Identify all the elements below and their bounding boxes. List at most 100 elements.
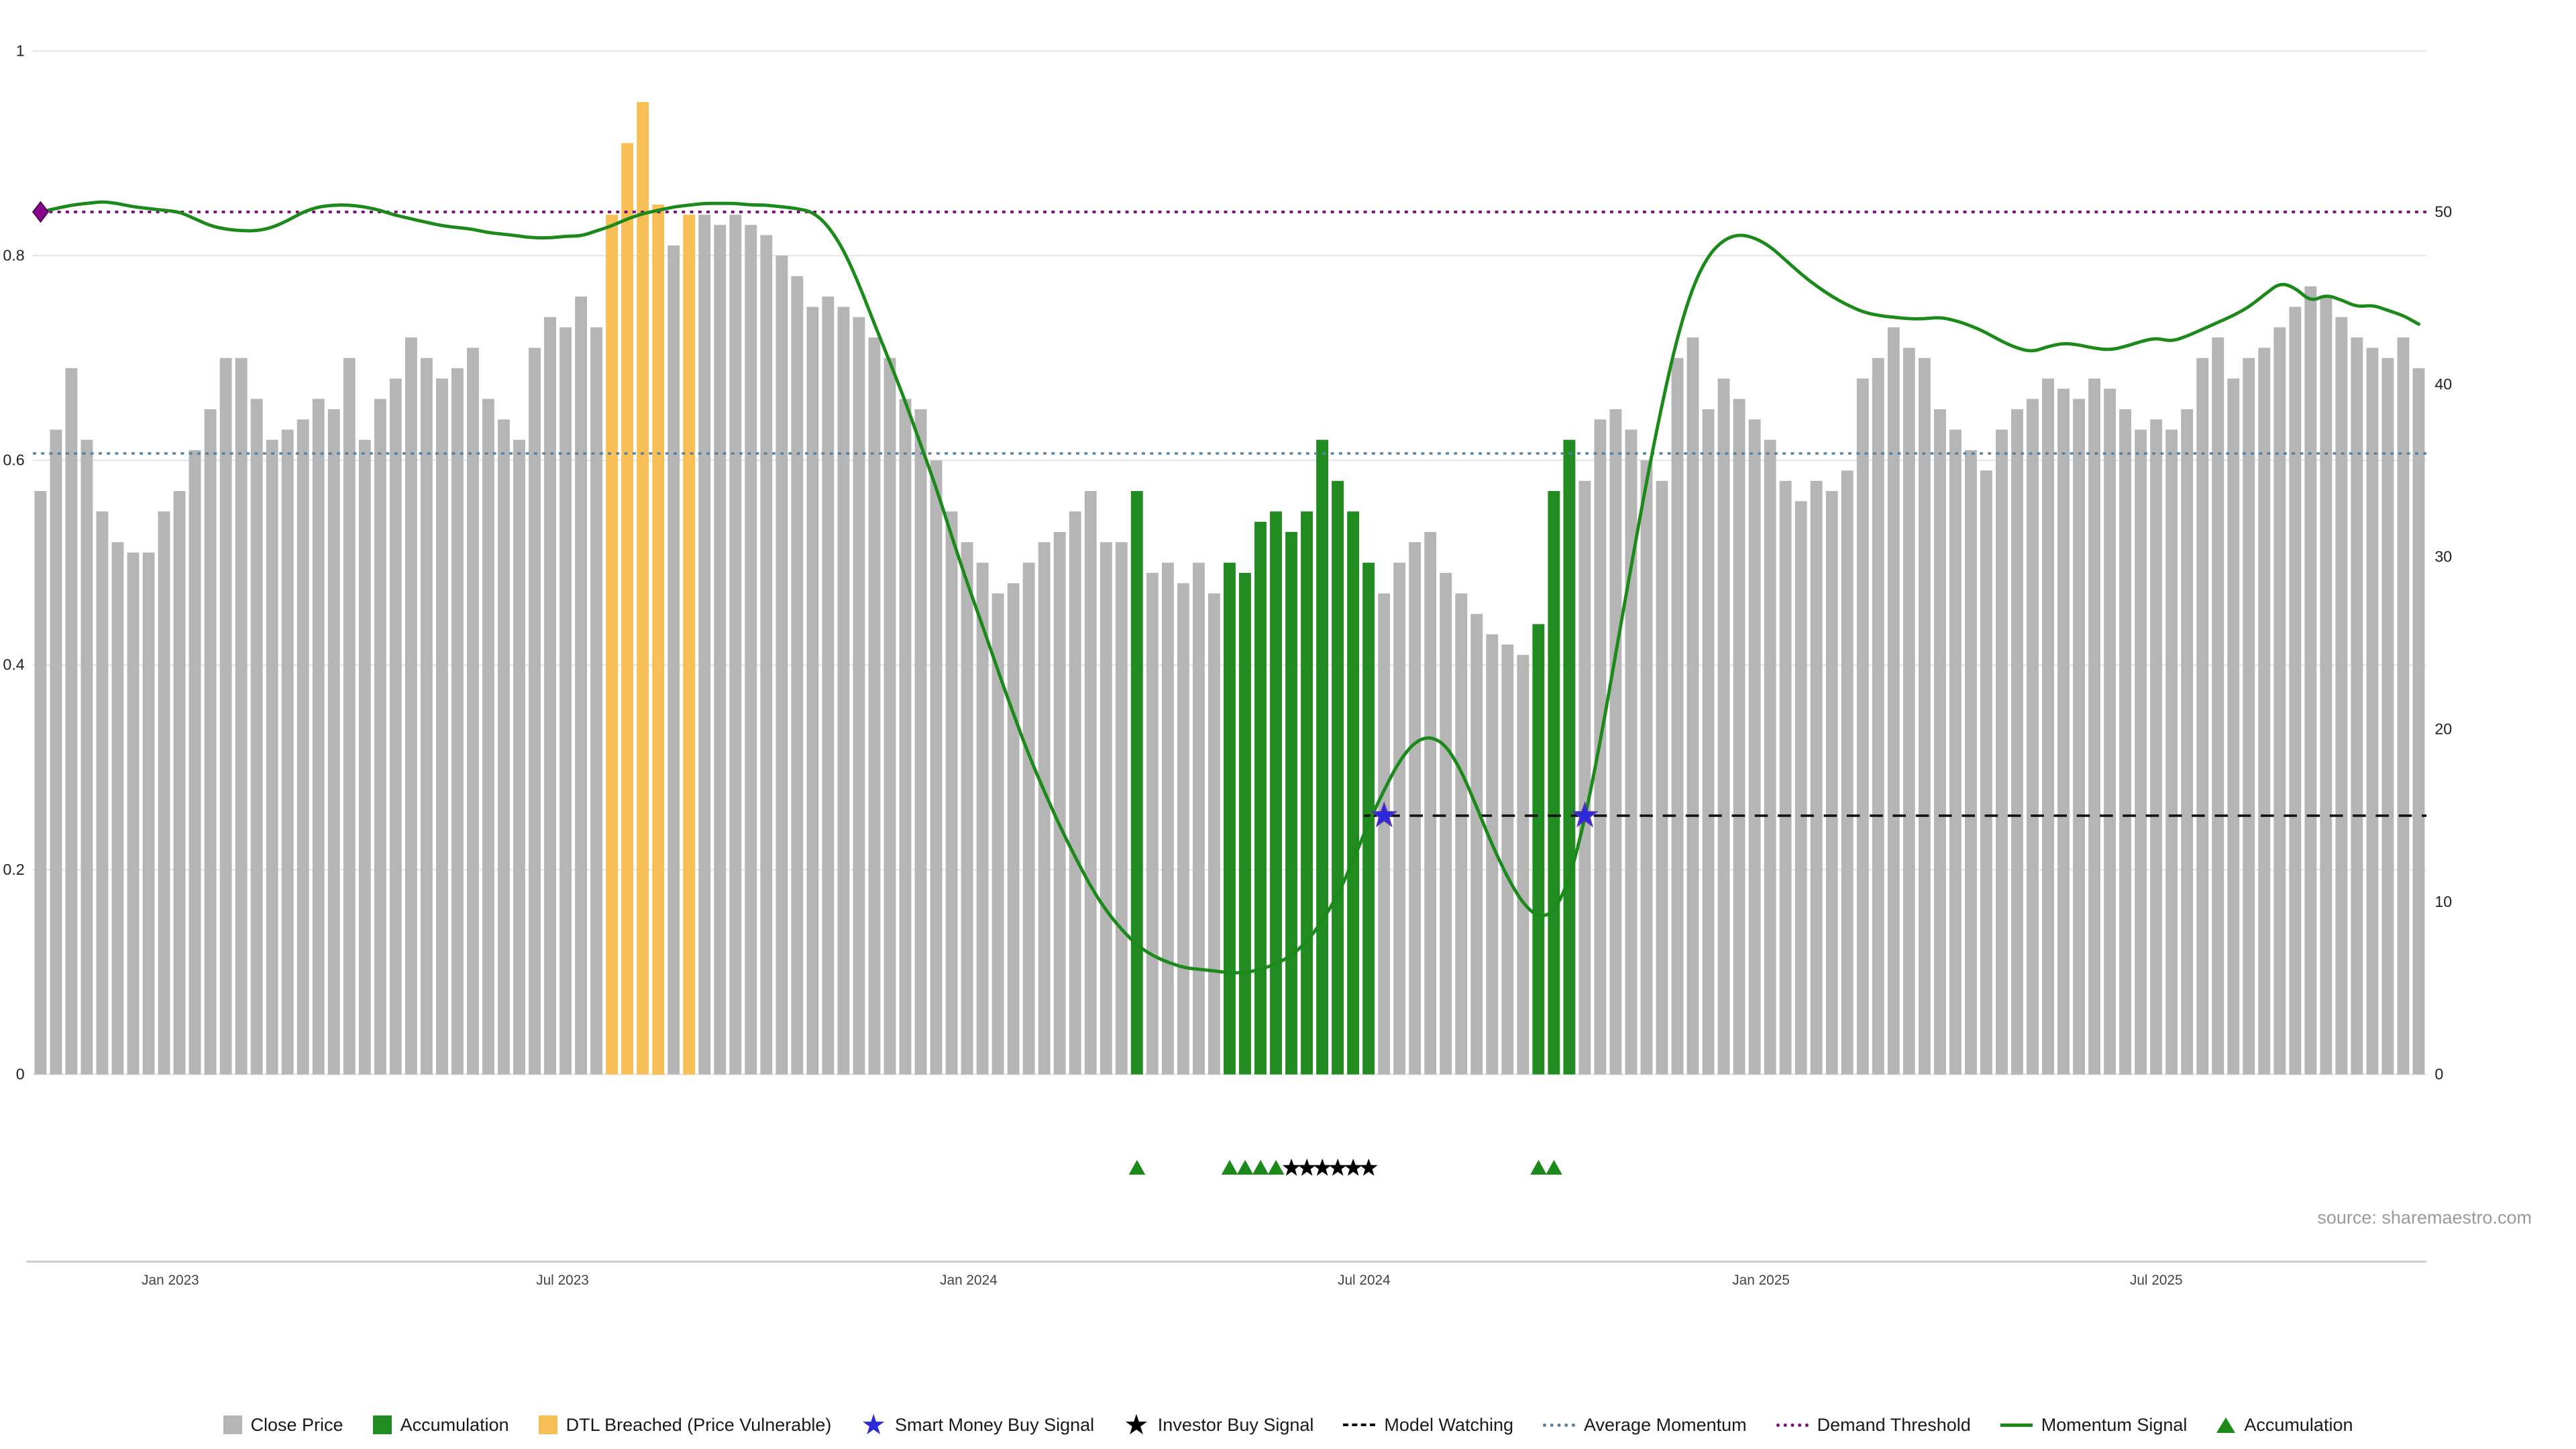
- legend-item-demand-threshold[interactable]: Demand Threshold: [1776, 1415, 1971, 1436]
- price-bar: [1409, 542, 1421, 1075]
- price-bar: [1686, 337, 1699, 1075]
- price-bar: [173, 491, 186, 1075]
- price-bar: [2212, 337, 2224, 1075]
- price-bar: [791, 276, 804, 1075]
- price-bar: [1702, 409, 1715, 1075]
- price-bar: [513, 439, 525, 1075]
- price-bar: [281, 429, 294, 1075]
- right-axis-tick-label: 0: [2434, 1065, 2443, 1083]
- right-axis-tick-label: 20: [2434, 720, 2452, 738]
- legend-item-close-price[interactable]: Close Price: [223, 1415, 343, 1436]
- price-bar: [1084, 491, 1097, 1075]
- price-bar: [2381, 358, 2394, 1075]
- price-bar: [1887, 327, 1900, 1075]
- price-bar: [1254, 521, 1267, 1075]
- legend-item-model-watching[interactable]: Model Watching: [1343, 1415, 1513, 1436]
- price-bar: [2088, 378, 2101, 1075]
- price-bar: [2165, 429, 2178, 1075]
- price-bar: [2073, 398, 2086, 1075]
- price-bar: [189, 450, 201, 1075]
- price-bar: [1007, 583, 1020, 1075]
- demand-threshold-dot-icon: [1776, 1423, 1809, 1427]
- price-bar: [698, 215, 711, 1075]
- price-bar: [1656, 480, 1668, 1075]
- price-bar: [1486, 634, 1499, 1075]
- price-bar: [111, 542, 124, 1075]
- investor-buy-star-icon: [1328, 1159, 1347, 1176]
- price-bar: [1964, 450, 1977, 1075]
- price-bar: [806, 307, 819, 1075]
- price-bar: [451, 368, 464, 1075]
- price-bar: [837, 307, 850, 1075]
- price-bar: [1053, 531, 1066, 1075]
- right-axis-tick-label: 40: [2434, 375, 2452, 392]
- price-bar: [1825, 491, 1838, 1075]
- price-bar: [50, 429, 62, 1075]
- price-bar: [1872, 358, 1884, 1075]
- price-bar: [853, 317, 865, 1075]
- price-bar: [1949, 429, 1962, 1075]
- price-bar: [1548, 491, 1560, 1075]
- accumulation-triangle-icon: [1128, 1159, 1146, 1175]
- price-bar: [1918, 358, 1931, 1075]
- left-axis-tick-label: 0: [16, 1065, 25, 1083]
- legend-item-dtl-breached-price-vulnerable[interactable]: DTL Breached (Price Vulnerable): [538, 1415, 831, 1436]
- price-bar: [1270, 511, 1282, 1075]
- legend-item-accumulation[interactable]: Accumulation: [2216, 1415, 2353, 1436]
- price-bar: [1563, 439, 1576, 1075]
- price-bar: [235, 358, 248, 1075]
- price-bar: [2351, 337, 2363, 1075]
- legend-item-momentum-signal[interactable]: Momentum Signal: [2000, 1415, 2187, 1436]
- legend-item-investor-buy-signal[interactable]: ★ Investor Buy Signal: [1124, 1411, 1313, 1439]
- price-bar: [2135, 429, 2147, 1075]
- price-bar: [1038, 542, 1051, 1075]
- price-bar: [1332, 480, 1344, 1075]
- close-price-square-icon: [223, 1415, 242, 1434]
- price-bar: [1192, 562, 1205, 1075]
- investor-buy-star-icon: [1313, 1159, 1332, 1176]
- source-credit: source: sharemaestro.com: [2317, 1208, 2532, 1228]
- legend-item-accumulation[interactable]: Accumulation: [372, 1415, 509, 1436]
- price-bar: [297, 419, 309, 1075]
- price-bar: [559, 327, 572, 1075]
- accumulation-triangle-icon: [1221, 1159, 1238, 1175]
- price-bar: [1301, 511, 1313, 1075]
- legend-label: Model Watching: [1384, 1414, 1514, 1435]
- price-bar: [343, 358, 356, 1075]
- price-bar: [1455, 593, 1468, 1075]
- investor-buy-star-icon: [1359, 1159, 1378, 1176]
- legend-item-smart-money-buy-signal[interactable]: ★ Smart Money Buy Signal: [861, 1411, 1094, 1439]
- left-axis-tick-label: 0.6: [3, 451, 24, 469]
- price-bar: [312, 398, 325, 1075]
- price-bar: [1841, 470, 1854, 1075]
- price-bar: [34, 491, 47, 1075]
- left-axis-tick-label: 0.2: [3, 861, 24, 878]
- price-bar: [2196, 358, 2209, 1075]
- investor-buy-markers: [1282, 1159, 1378, 1176]
- price-bar: [1347, 511, 1360, 1075]
- price-bar: [2119, 409, 2132, 1075]
- price-bar: [358, 439, 371, 1075]
- legend-item-average-momentum[interactable]: Average Momentum: [1543, 1415, 1747, 1436]
- left-axis-tick-label: 1: [16, 42, 25, 59]
- price-bar: [1115, 542, 1128, 1075]
- price-bar: [1177, 583, 1189, 1075]
- price-bar: [1733, 398, 1746, 1075]
- price-bar: [2150, 419, 2163, 1075]
- price-bar: [729, 215, 742, 1075]
- price-bar: [1393, 562, 1406, 1075]
- price-bar: [2227, 378, 2240, 1075]
- price-bar: [374, 398, 386, 1075]
- price-bar: [822, 297, 835, 1075]
- price-bar: [1316, 439, 1328, 1075]
- price-bar: [204, 409, 217, 1075]
- price-bar: [327, 409, 340, 1075]
- investor-buy-star-icon: [1297, 1159, 1316, 1176]
- price-bar: [405, 337, 417, 1075]
- price-bar: [1856, 378, 1869, 1075]
- price-bar: [1748, 419, 1761, 1075]
- price-bar: [2042, 378, 2054, 1075]
- start-diamond-marker: [32, 201, 49, 223]
- left-axis-tick-label: 0.4: [3, 656, 24, 674]
- price-bar: [158, 511, 170, 1075]
